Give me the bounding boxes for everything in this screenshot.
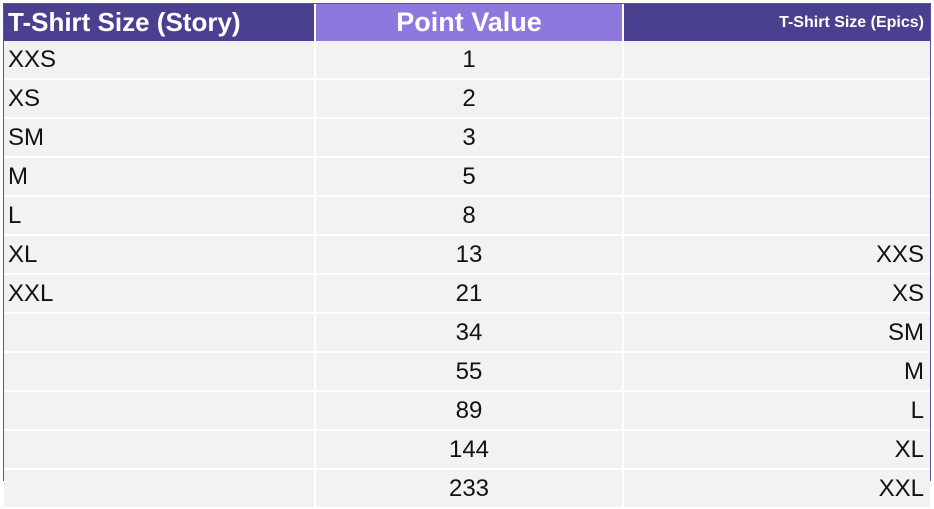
point-value-cell: 34 — [315, 313, 624, 353]
table-row: XXL 21 XS — [4, 274, 930, 314]
epics-size-cell — [623, 118, 930, 158]
epics-size-cell: M — [623, 352, 930, 392]
story-size-cell: M — [4, 157, 316, 197]
table-header: T-Shirt Size (Story) Point Value T-Shirt… — [4, 4, 930, 41]
table-row: M 5 — [4, 157, 930, 197]
point-value-cell: 21 — [315, 274, 624, 314]
table-row: SM 3 — [4, 118, 930, 158]
header-row: T-Shirt Size (Story) Point Value T-Shirt… — [4, 4, 930, 41]
table-row: 34 SM — [4, 313, 930, 353]
header-story-size: T-Shirt Size (Story) — [4, 4, 316, 41]
epics-size-cell: XXL — [623, 469, 930, 509]
story-size-cell: L — [4, 196, 316, 236]
story-size-cell: SM — [4, 118, 316, 158]
story-size-cell: XXS — [4, 41, 316, 80]
story-size-cell: XL — [4, 235, 316, 275]
story-size-cell: XS — [4, 79, 316, 119]
point-value-cell: 1 — [315, 41, 624, 80]
story-size-cell — [4, 469, 316, 509]
epics-size-cell — [623, 196, 930, 236]
table-row: 233 XXL — [4, 469, 930, 509]
table-row: 55 M — [4, 352, 930, 392]
epics-size-cell — [623, 79, 930, 119]
epics-size-cell: XS — [623, 274, 930, 314]
epics-size-cell — [623, 157, 930, 197]
story-size-cell: XXL — [4, 274, 316, 314]
epics-size-cell — [623, 41, 930, 80]
story-size-cell — [4, 313, 316, 353]
point-value-cell: 233 — [315, 469, 624, 509]
table-row: XXS 1 — [4, 41, 930, 80]
table-body: XXS 1 XS 2 SM 3 M 5 L 8 — [4, 41, 930, 509]
point-value-cell: 89 — [315, 391, 624, 431]
epics-size-cell: XXS — [623, 235, 930, 275]
story-size-cell — [4, 430, 316, 470]
point-value-cell: 2 — [315, 79, 624, 119]
point-value-cell: 13 — [315, 235, 624, 275]
point-value-cell: 8 — [315, 196, 624, 236]
epics-size-cell: XL — [623, 430, 930, 470]
header-epics-size: T-Shirt Size (Epics) — [623, 4, 930, 41]
table-row: L 8 — [4, 196, 930, 236]
tshirt-sizing-table: T-Shirt Size (Story) Point Value T-Shirt… — [3, 3, 931, 509]
sizing-table: T-Shirt Size (Story) Point Value T-Shirt… — [4, 4, 930, 509]
epics-size-cell: L — [623, 391, 930, 431]
table-row: 89 L — [4, 391, 930, 431]
point-value-cell: 5 — [315, 157, 624, 197]
table-row: XL 13 XXS — [4, 235, 930, 275]
story-size-cell — [4, 391, 316, 431]
point-value-cell: 3 — [315, 118, 624, 158]
table-row: XS 2 — [4, 79, 930, 119]
epics-size-cell: SM — [623, 313, 930, 353]
header-point-value: Point Value — [315, 4, 624, 41]
point-value-cell: 55 — [315, 352, 624, 392]
story-size-cell — [4, 352, 316, 392]
point-value-cell: 144 — [315, 430, 624, 470]
table-row: 144 XL — [4, 430, 930, 470]
